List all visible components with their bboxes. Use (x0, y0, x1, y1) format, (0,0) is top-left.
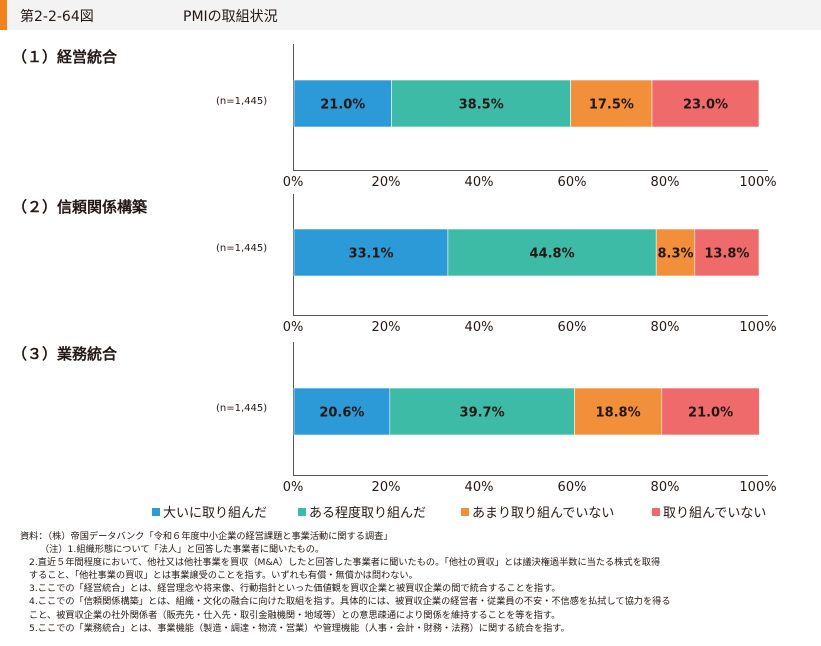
legend-item-4: 取り組んでいない (652, 502, 766, 521)
bar-label-2-3: 8.3% (657, 247, 693, 262)
source-notes: 資料：（株）帝国データバンク「令和６年度中小企業の経営課題と事業活動に関する調査… (20, 530, 671, 635)
bar-label-2-4: 13.8% (704, 247, 749, 262)
legend: 大いに取り組んだ ある程度取り組んだ あまり取り組んでいない 取り組んでいない (0, 502, 821, 522)
panel-3-tick-40: 40% (464, 480, 494, 495)
bar-segment-3-3 (574, 387, 663, 436)
bar-label-1-3: 17.5% (589, 98, 634, 113)
header-accent-bar (0, 0, 7, 30)
figure-header: 第2-2-64図 PMIの取組状況 (0, 0, 821, 30)
panel-1-tick-100: 100% (739, 175, 777, 190)
legend-swatch-3 (461, 507, 469, 516)
note-4b: こと、被買収企業の社外関係者（販売先・仕入先・取引金融機関・地域等）との意思疎通… (29, 609, 561, 621)
legend-swatch-2 (298, 507, 306, 516)
panel-2-tick-0: 0% (282, 320, 304, 335)
panel-1-tick-40: 40% (464, 175, 494, 190)
note-3: 3.ここでの「経営統合」とは、経営理念や将来像、行動指針といった価値観を買収企業… (29, 583, 561, 595)
legend-swatch-4 (652, 507, 660, 516)
panel-3-n-label: (n=1,445) (216, 403, 268, 414)
bar-segment-2-4 (694, 228, 760, 277)
bar-segment-2-2 (447, 228, 657, 277)
bar-label-3-3: 18.8% (596, 406, 641, 421)
panel-3-tick-20: 20% (371, 480, 401, 495)
panel-1-n-label: (n=1,445) (216, 96, 268, 107)
panel-2-tick-60: 60% (557, 320, 587, 335)
bar-label-1-1: 21.0% (320, 98, 365, 113)
panel-2-tick-20: 20% (371, 320, 401, 335)
note-2a: 2.直近５年間程度において、他社又は他社事業を買収（M&A）したと回答した事業者… (29, 557, 661, 569)
bar-label-3-1: 20.6% (319, 406, 364, 421)
panel-3-axes (293, 342, 768, 476)
bar-segment-3-4 (661, 387, 760, 436)
figure-number: 第2-2-64図 (20, 9, 94, 25)
panel-3-tick-80: 80% (650, 480, 680, 495)
note-4a: 4.ここでの「信頼関係構築」とは、組織・文化の融合に向けた取組を指す。具体的には… (29, 596, 671, 608)
panel-2-axes (293, 194, 768, 316)
bar-label-2-2: 44.8% (530, 247, 575, 262)
panel-3-tick-60: 60% (557, 480, 587, 495)
bar-label-2-1: 33.1% (348, 247, 393, 262)
panel-3-title: （３）業務統合 (12, 345, 118, 363)
figure-title: PMIの取組状況 (183, 9, 278, 25)
note-5: 5.ここでの「業務統合」とは、事業機能（製造・調達・物流・営業）や管理機能（人事… (29, 622, 570, 634)
panel-1-tick-0: 0% (282, 175, 304, 190)
bar-segment-1-1 (293, 79, 392, 128)
bar-segment-2-1 (293, 228, 449, 277)
panel-1-tick-60: 60% (557, 175, 587, 190)
panel-2-tick-100: 100% (739, 320, 777, 335)
legend-label-3: あまり取り組んでいない (472, 506, 615, 521)
panel-1-tick-20: 20% (371, 175, 401, 190)
legend-item-3: あまり取り組んでいない (461, 502, 614, 521)
note-1: （注）1.組織形態について「法人」と回答した事業者に聞いたもの。 (40, 544, 325, 556)
bar-label-3-2: 39.7% (460, 406, 505, 421)
panel-3-tick-0: 0% (282, 480, 304, 495)
panel-2-tick-40: 40% (464, 320, 494, 335)
bar-segment-1-4 (651, 79, 760, 128)
panel-2-title: （２）信頼関係構築 (12, 198, 148, 216)
legend-label-1: 大いに取り組んだ (163, 506, 268, 521)
bar-segment-3-2 (389, 387, 575, 436)
legend-swatch-1 (152, 507, 160, 516)
legend-label-4: 取り組んでいない (663, 506, 767, 521)
panel-1-axes (293, 44, 768, 171)
bar-segment-1-2 (391, 79, 571, 128)
bar-label-3-4: 21.0% (688, 406, 733, 421)
legend-item-1: 大いに取り組んだ (152, 502, 267, 521)
panel-2-n-label: (n=1,445) (216, 243, 268, 254)
legend-item-2: ある程度取り組んだ (298, 502, 426, 521)
bar-label-1-4: 23.0% (683, 98, 728, 113)
note-source: 資料：（株）帝国データバンク「令和６年度中小企業の経営課題と事業活動に関する調査… (20, 531, 393, 542)
panel-1-tick-80: 80% (650, 175, 680, 190)
legend-label-2: ある程度取り組んだ (309, 506, 427, 521)
panel-1-title: （１）経営統合 (12, 48, 118, 66)
panel-2-tick-80: 80% (650, 320, 680, 335)
bar-label-1-2: 38.5% (459, 98, 504, 113)
bar-segment-3-1 (293, 387, 391, 436)
note-2b: すること、「他社事業の買収」とは事業譲受のことを指す。いずれも有償・無償かは問わ… (29, 570, 418, 582)
panel-3-tick-100: 100% (739, 480, 777, 495)
